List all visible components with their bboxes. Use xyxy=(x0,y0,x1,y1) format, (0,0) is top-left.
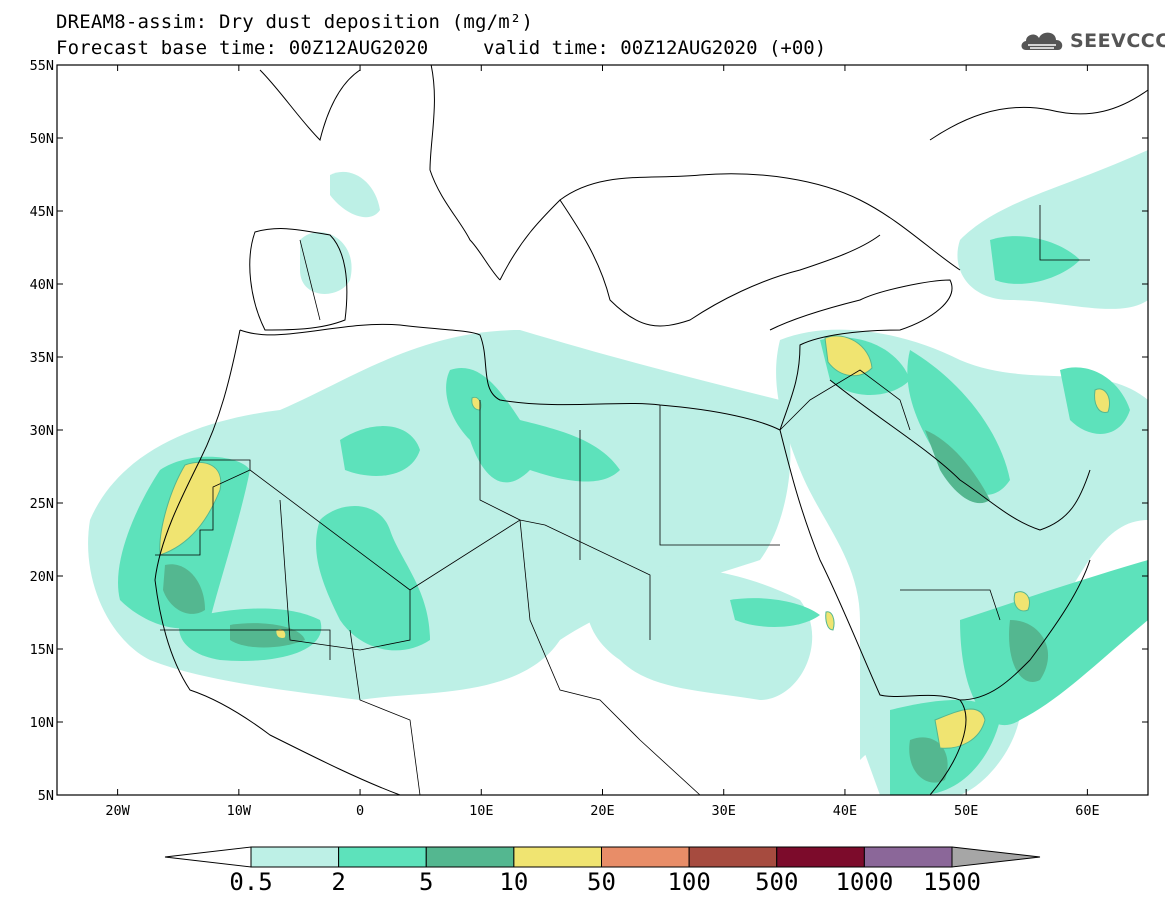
colorbar-swatch xyxy=(688,846,778,868)
colorbar-low-triangle xyxy=(164,846,252,868)
lat-tick-label: 25N xyxy=(30,496,54,512)
seevccc-logo: SEEVCCC xyxy=(1018,26,1165,56)
lat-tick-label: 30N xyxy=(30,423,54,439)
colorbar-swatch xyxy=(863,846,953,868)
lat-tick-label: 35N xyxy=(30,350,54,366)
dust-layer-medium xyxy=(118,236,1148,795)
colorbar-swatch xyxy=(425,846,515,868)
colorbar-label: 1500 xyxy=(923,868,981,896)
colorbar-swatch xyxy=(338,846,427,868)
lon-tick-label: 10E xyxy=(469,803,493,819)
colorbar-swatch xyxy=(513,846,602,868)
longitude-axis: 20W 10W 0 10E 20E 30E 40E 50E 60E xyxy=(105,65,1100,819)
colorbar xyxy=(164,846,1041,868)
lon-tick-label: 0 xyxy=(356,803,364,819)
lon-tick-label: 30E xyxy=(712,803,736,819)
lon-tick-label: 20W xyxy=(105,803,130,819)
lat-tick-label: 5N xyxy=(38,788,54,804)
lat-tick-label: 15N xyxy=(30,642,54,658)
colorbar-label: 50 xyxy=(587,868,616,896)
colorbar-label: 100 xyxy=(667,868,711,896)
map-title: DREAM8-assim: Dry dust deposition (mg/m²… xyxy=(56,11,534,33)
colorbar-swatch xyxy=(250,846,340,868)
latitude-axis: 55N 50N 45N 40N 35N 30N 25N 20N 15N 10N 5N xyxy=(30,58,1148,804)
colorbar-high-triangle xyxy=(951,846,1041,868)
colorbar-label: 10 xyxy=(499,868,529,896)
dust-layer-strong xyxy=(163,430,1049,783)
lat-tick-label: 40N xyxy=(30,277,54,293)
cloud-logo-icon xyxy=(1021,32,1063,50)
colorbar-swatch xyxy=(601,846,690,868)
dust-fields xyxy=(57,65,1148,795)
lat-tick-label: 10N xyxy=(30,715,54,731)
colorbar-label: 2 xyxy=(331,868,346,896)
colorbar-label: 500 xyxy=(755,868,799,896)
dust-layer-light xyxy=(88,150,1148,795)
lat-tick-label: 20N xyxy=(30,569,54,585)
logo-text: SEEVCCC xyxy=(1070,30,1165,52)
dust-layer-very-strong xyxy=(159,335,1110,749)
colorbar-label: 0.5 xyxy=(229,868,273,896)
lat-tick-label: 45N xyxy=(30,204,54,220)
valid-time: valid time: 00Z12AUG2020 (+00) xyxy=(483,37,827,59)
lon-tick-label: 60E xyxy=(1075,803,1099,819)
colorbar-label: 5 xyxy=(419,868,434,896)
country-borders xyxy=(155,205,1090,795)
lat-tick-label: 50N xyxy=(30,131,54,147)
lon-tick-label: 50E xyxy=(954,803,978,819)
forecast-base-time: Forecast base time: 00Z12AUG2020 xyxy=(56,37,429,59)
lon-tick-label: 20E xyxy=(590,803,614,819)
colorbar-label: 1000 xyxy=(835,868,894,896)
lat-tick-label: 55N xyxy=(30,58,54,74)
lon-tick-label: 10W xyxy=(227,803,252,819)
lon-tick-label: 40E xyxy=(833,803,857,819)
colorbar-swatch xyxy=(776,846,865,868)
